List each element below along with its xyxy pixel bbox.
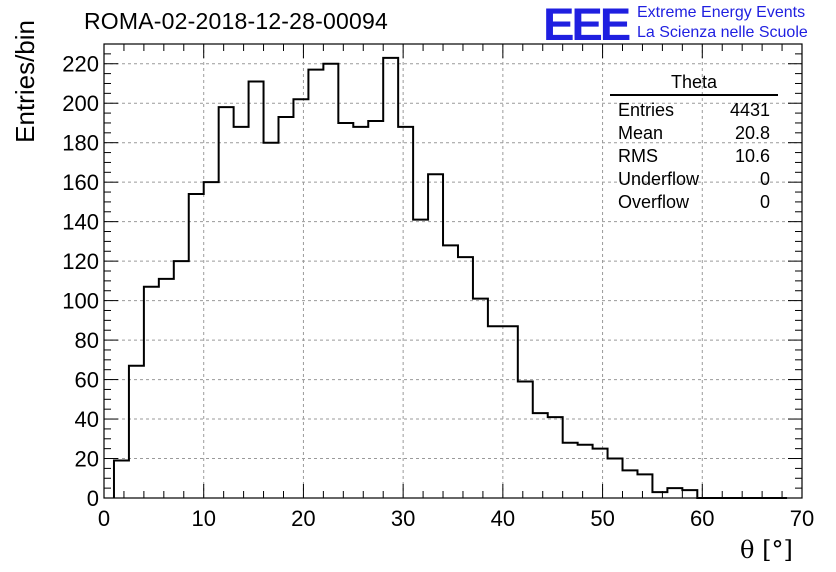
histogram-bin [308, 70, 323, 498]
stats-label: RMS [618, 146, 658, 166]
histogram-bin [293, 99, 308, 498]
x-tick-label: 70 [790, 506, 814, 531]
stats-value: 10.6 [734, 146, 770, 166]
histogram-bin [159, 279, 174, 498]
histogram-bin [637, 474, 652, 498]
y-tick-label: 200 [62, 91, 99, 116]
stats-row-overflow: Overflow 0 [610, 191, 778, 214]
histogram-bin [548, 417, 563, 498]
histogram-bin [413, 220, 428, 498]
histogram-bin [623, 470, 638, 498]
histogram-bin [503, 326, 518, 498]
histogram-bin [383, 58, 398, 498]
histogram-bin [682, 490, 697, 498]
y-axis-label: Entries/bin [10, 20, 40, 143]
stats-row-rms: RMS 10.6 [610, 145, 778, 168]
histogram-bin [234, 127, 249, 498]
stats-row-underflow: Underflow 0 [610, 168, 778, 191]
eee-logo-mark: EEE [543, 0, 631, 50]
histogram-bin [279, 117, 294, 498]
histogram-bin [338, 123, 353, 498]
histogram-series-line [112, 56, 788, 499]
histogram-bin [129, 366, 144, 498]
stats-value: 0 [759, 169, 770, 189]
x-axis-label: θ [°] [740, 536, 793, 564]
stats-row-mean: Mean 20.8 [610, 122, 778, 145]
y-tick-label: 140 [62, 210, 99, 235]
logo-text-line1: Extreme Energy Events [637, 4, 806, 21]
x-tick-label: 50 [590, 506, 614, 531]
y-tick-label: 120 [62, 249, 99, 274]
y-tick-label: 160 [62, 170, 99, 195]
stats-value: 0 [759, 192, 770, 212]
y-tick-label: 220 [62, 52, 99, 77]
histogram-bin [219, 107, 234, 498]
histogram-bin [667, 488, 682, 498]
histogram-bin [264, 143, 279, 498]
stats-label: Entries [618, 100, 675, 120]
stats-value: 4431 [729, 100, 770, 120]
histogram-bin [458, 257, 473, 498]
histogram-bin [563, 443, 578, 498]
histogram-bin [473, 299, 488, 498]
histogram-bin [578, 445, 593, 498]
x-tick-label: 30 [391, 506, 415, 531]
stats-row-entries: Entries 4431 [610, 99, 778, 122]
histogram-bin [428, 174, 443, 498]
histogram-bin [443, 245, 458, 498]
histogram-bin [368, 121, 383, 498]
stats-value: 20.8 [734, 123, 770, 143]
x-tick-label: 40 [491, 506, 515, 531]
histogram-bin [353, 127, 368, 498]
y-tick-label: 80 [75, 328, 99, 353]
stats-box: Theta Entries 4431 Mean 20.8 RMS 10.6 Un… [610, 72, 778, 214]
stats-label: Underflow [618, 169, 700, 189]
histogram-bin [323, 64, 338, 498]
histogram-bin [249, 82, 264, 498]
x-tick-label: 60 [690, 506, 714, 531]
histogram-bin [114, 460, 129, 498]
y-tick-label: 40 [75, 407, 99, 432]
stats-label: Mean [618, 123, 664, 143]
x-tick-label: 0 [98, 506, 110, 531]
histogram-bin [608, 459, 623, 498]
histogram-bin [144, 287, 159, 498]
y-tick-label: 20 [75, 447, 99, 472]
histogram-bin [533, 413, 548, 498]
x-tick-label: 10 [191, 506, 215, 531]
histogram-bin [488, 326, 503, 498]
chart-title: ROMA-02-2018-12-28-00094 [84, 8, 388, 34]
stats-title: Theta [610, 72, 778, 96]
logo-text-line2: La Scienza nelle Scuole [637, 24, 808, 41]
histogram-bin [189, 194, 204, 498]
x-tick-label: 20 [291, 506, 315, 531]
histogram-bin [593, 449, 608, 498]
histogram-bin [518, 382, 533, 498]
y-tick-label: 100 [62, 289, 99, 314]
y-tick-label: 0 [87, 486, 99, 511]
y-tick-label: 180 [62, 131, 99, 156]
histogram-bin [204, 182, 219, 498]
y-tick-label: 60 [75, 368, 99, 393]
stats-label: Overflow [618, 192, 690, 212]
plot-frame [103, 43, 803, 499]
